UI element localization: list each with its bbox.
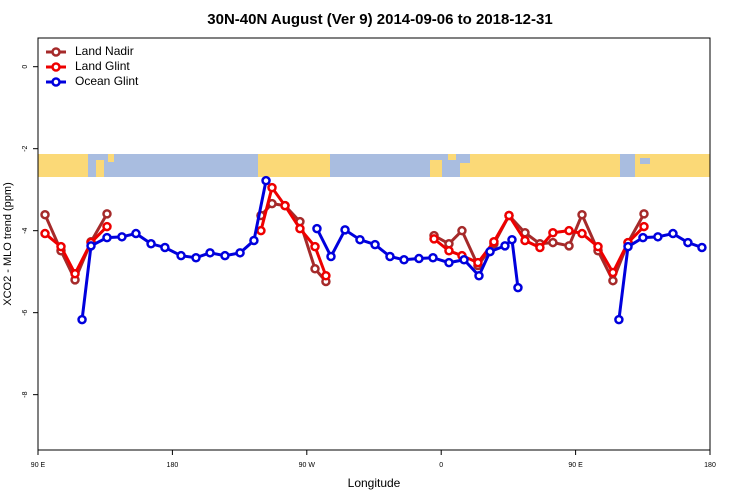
data-point — [176, 250, 186, 261]
data-point — [429, 234, 439, 244]
map-strip — [38, 154, 710, 177]
y-tick-label: -8 — [22, 391, 29, 397]
legend-label: Land Glint — [75, 59, 130, 73]
data-point — [457, 225, 467, 236]
data-point — [249, 235, 259, 246]
data-point — [639, 221, 649, 232]
data-point — [520, 235, 530, 246]
x-axis-label: Longitude — [348, 476, 401, 490]
data-point — [577, 209, 587, 220]
data-point — [310, 264, 320, 274]
data-point — [608, 267, 618, 278]
x-tick-label: 90 E — [568, 462, 583, 469]
data-point — [444, 246, 454, 256]
data-point — [504, 210, 514, 221]
data-point — [340, 225, 350, 235]
data-point — [399, 255, 409, 265]
data-point — [444, 257, 454, 268]
data-point — [220, 250, 230, 261]
y-tick-label: -6 — [22, 309, 29, 315]
data-point — [86, 241, 96, 251]
data-point — [593, 241, 603, 252]
y-tick-label: 0 — [22, 65, 29, 69]
data-point — [261, 175, 271, 186]
data-point — [474, 271, 484, 281]
data-point — [639, 209, 649, 219]
data-point — [414, 253, 424, 264]
data-point — [56, 241, 66, 252]
data-point — [577, 228, 587, 239]
data-point — [485, 246, 495, 257]
data-point — [312, 223, 322, 234]
data-point — [428, 252, 438, 263]
series-line — [80, 180, 703, 320]
data-point — [40, 228, 50, 239]
legend-marker — [51, 62, 61, 72]
data-point — [267, 182, 277, 193]
data-point — [326, 251, 336, 262]
data-point — [102, 232, 112, 243]
data-point — [548, 227, 558, 238]
x-tick-label: 90 E — [31, 462, 46, 469]
data-point — [131, 228, 141, 239]
data-point — [459, 255, 469, 265]
data-point — [535, 242, 545, 253]
data-point — [564, 241, 574, 251]
data-point — [256, 225, 266, 236]
data-point — [117, 232, 127, 242]
data-point — [513, 282, 523, 293]
data-point — [370, 239, 380, 250]
data-point — [697, 242, 707, 253]
data-point — [473, 257, 483, 268]
x-tick-label: 180 — [167, 462, 179, 469]
y-tick-label: -4 — [22, 227, 29, 233]
y-axis-label: XCO2 - MLO trend (ppm) — [2, 182, 14, 305]
data-point — [608, 275, 618, 286]
data-point — [295, 223, 305, 234]
data-point — [191, 252, 201, 263]
legend-marker — [51, 47, 61, 57]
data-point — [385, 251, 395, 262]
data-point — [564, 225, 574, 236]
data-point — [40, 209, 50, 220]
legend-label: Land Nadir — [75, 44, 134, 58]
y-tick-label: -2 — [22, 145, 29, 151]
data-point — [310, 241, 320, 252]
data-point — [623, 241, 633, 252]
legend-marker — [51, 77, 61, 87]
data-point — [70, 268, 80, 279]
data-point — [77, 314, 87, 325]
data-point — [321, 271, 331, 281]
data-point — [653, 232, 663, 242]
data-point — [507, 234, 517, 245]
data-point — [102, 221, 112, 232]
data-point — [548, 237, 558, 248]
data-point — [683, 237, 693, 248]
data-point — [205, 248, 215, 258]
x-tick-label: 180 — [704, 462, 716, 469]
data-point — [160, 242, 170, 253]
x-tick-label: 0 — [439, 462, 443, 469]
chart-title: 30N-40N August (Ver 9) 2014-09-06 to 201… — [207, 11, 552, 28]
data-point — [280, 200, 290, 211]
x-tick-label: 90 W — [299, 462, 316, 469]
legend-label: Ocean Glint — [75, 74, 139, 88]
data-point — [235, 248, 245, 258]
data-point — [102, 209, 112, 219]
data-point — [638, 232, 648, 243]
data-point — [146, 239, 156, 249]
data-point — [355, 234, 365, 245]
data-point — [668, 228, 678, 239]
data-point — [500, 241, 510, 251]
data-point — [489, 236, 499, 247]
data-point — [614, 314, 624, 325]
plot-frame — [37, 37, 711, 451]
